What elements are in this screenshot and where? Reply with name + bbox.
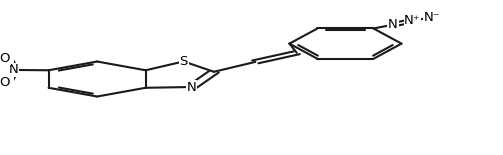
Text: N⁺: N⁺ (404, 14, 421, 27)
Text: O: O (0, 52, 10, 65)
Text: N: N (388, 18, 398, 31)
Text: O: O (0, 76, 10, 89)
Text: N⁻: N⁻ (424, 11, 440, 24)
Text: N: N (187, 80, 197, 93)
Text: S: S (180, 55, 188, 68)
Text: N: N (9, 63, 19, 76)
